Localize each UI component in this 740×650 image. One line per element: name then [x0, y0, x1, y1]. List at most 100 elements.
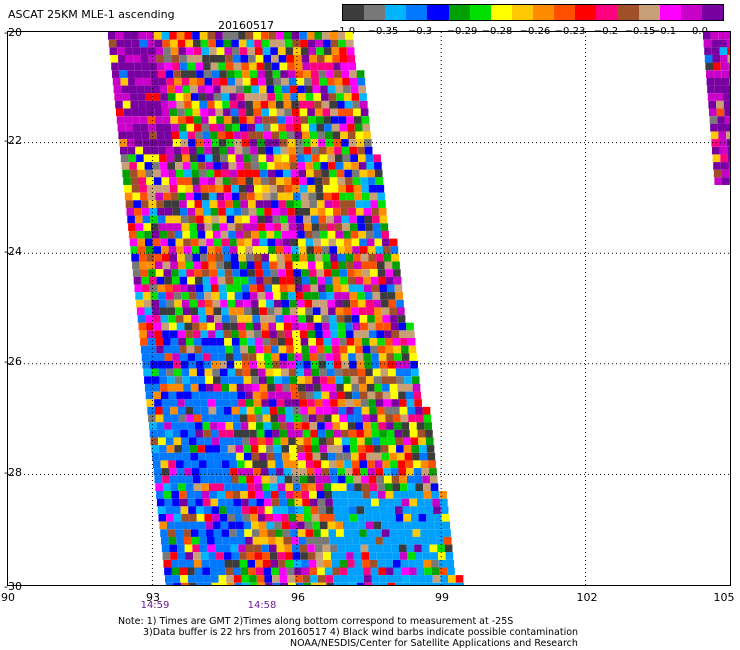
- swath-cell: [292, 108, 300, 117]
- swath-cell: [163, 123, 172, 132]
- swath-cell: [368, 322, 376, 331]
- swath-cell: [382, 383, 390, 392]
- swath-cell: [396, 521, 405, 530]
- swath-cell: [330, 39, 339, 48]
- swath-cell: [271, 567, 279, 576]
- swath-cell: [200, 406, 209, 415]
- swath-cell: [176, 100, 185, 109]
- swath-cell: [246, 261, 255, 270]
- swath-cell: [367, 169, 375, 178]
- swath-cell: [177, 406, 186, 415]
- swath-cell: [177, 399, 185, 407]
- swath-cell: [332, 200, 340, 208]
- swath-cell: [178, 559, 187, 568]
- swath-cell: [145, 391, 154, 400]
- swath-cell: [370, 567, 379, 576]
- swath-cell: [368, 399, 377, 407]
- swath-cell: [142, 284, 150, 293]
- swath-cell: [709, 116, 718, 124]
- swath-cell: [725, 123, 730, 132]
- swath-cell: [230, 322, 238, 331]
- swath-cell: [192, 468, 200, 476]
- swath-cell: [322, 330, 331, 339]
- swath-cell: [279, 429, 288, 438]
- swath-cell: [259, 452, 267, 461]
- swath-cell: [192, 108, 201, 117]
- swath-cell: [374, 169, 383, 178]
- swath-cell: [342, 223, 350, 231]
- swath-cell: [396, 445, 404, 453]
- swath-cell: [221, 383, 230, 392]
- swath-cell: [206, 169, 215, 178]
- swath-cell: [246, 552, 255, 560]
- swath-cell: [330, 399, 338, 407]
- swath-cell: [430, 552, 438, 560]
- swath-cell: [157, 360, 166, 369]
- swath-cell: [165, 70, 174, 78]
- swath-cell: [335, 376, 344, 384]
- swath-cell: [318, 575, 326, 583]
- swath-cell: [273, 514, 281, 522]
- swath-cell: [185, 261, 194, 270]
- swath-cell: [287, 506, 296, 514]
- swath-cell: [131, 39, 140, 48]
- swath-cell: [393, 491, 401, 499]
- swath-cell: [718, 32, 726, 40]
- swath-cell: [156, 491, 164, 499]
- swath-cell: [148, 123, 156, 132]
- swath-cell: [249, 582, 258, 585]
- swath-cell: [323, 552, 331, 560]
- swath-cell: [154, 185, 163, 193]
- swath-cell: [328, 93, 337, 101]
- swath-cell: [264, 284, 273, 293]
- swath-cell: [366, 230, 374, 239]
- swath-cell: [176, 169, 184, 178]
- swath-cell: [411, 445, 420, 453]
- swath-cell: [408, 559, 416, 568]
- swath-cell: [170, 406, 178, 415]
- swath-cell: [370, 422, 379, 430]
- swath-cell: [144, 376, 152, 384]
- swath-cell: [180, 575, 188, 583]
- swath-cell: [184, 177, 193, 185]
- swath-cell: [212, 154, 221, 163]
- swath-cell: [116, 39, 125, 48]
- swath-cell: [415, 406, 423, 415]
- swath-cell: [366, 529, 375, 537]
- swath-cell: [245, 100, 253, 109]
- swath-cell: [167, 529, 176, 537]
- swath-cell: [339, 47, 347, 55]
- swath-cell: [188, 139, 196, 147]
- swath-cell: [315, 116, 324, 124]
- swath-cell: [361, 483, 370, 492]
- swath-cell: [385, 414, 393, 423]
- swath-cell: [235, 445, 244, 453]
- swath-cell: [303, 70, 311, 78]
- swath-cell: [294, 131, 303, 140]
- swath-cell: [160, 315, 169, 323]
- swath-cell: [411, 521, 420, 530]
- swath-cell: [302, 429, 311, 438]
- swath-cell: [717, 116, 725, 124]
- swath-cell: [300, 483, 309, 492]
- swath-cell: [286, 131, 295, 140]
- swath-cell: [274, 162, 283, 170]
- swath-cell: [183, 536, 192, 545]
- swath-cell: [260, 177, 269, 185]
- swath-cell: [374, 529, 383, 537]
- swath-cell: [378, 567, 387, 576]
- swath-cell: [286, 200, 294, 208]
- swath-cell: [362, 200, 371, 208]
- swath-cell: [341, 437, 350, 446]
- lon-tick-label: 102: [577, 591, 598, 604]
- swath-cell: [448, 582, 457, 585]
- swath-cell: [145, 315, 153, 323]
- swath-cell: [333, 429, 341, 438]
- swath-cell: [362, 559, 370, 568]
- swath-cell: [173, 582, 182, 585]
- colorbar-segment: [511, 5, 533, 20]
- swath-cell: [108, 32, 116, 40]
- swath-cell: [346, 338, 355, 346]
- swath-cell: [170, 39, 178, 48]
- swath-cell: [226, 575, 234, 583]
